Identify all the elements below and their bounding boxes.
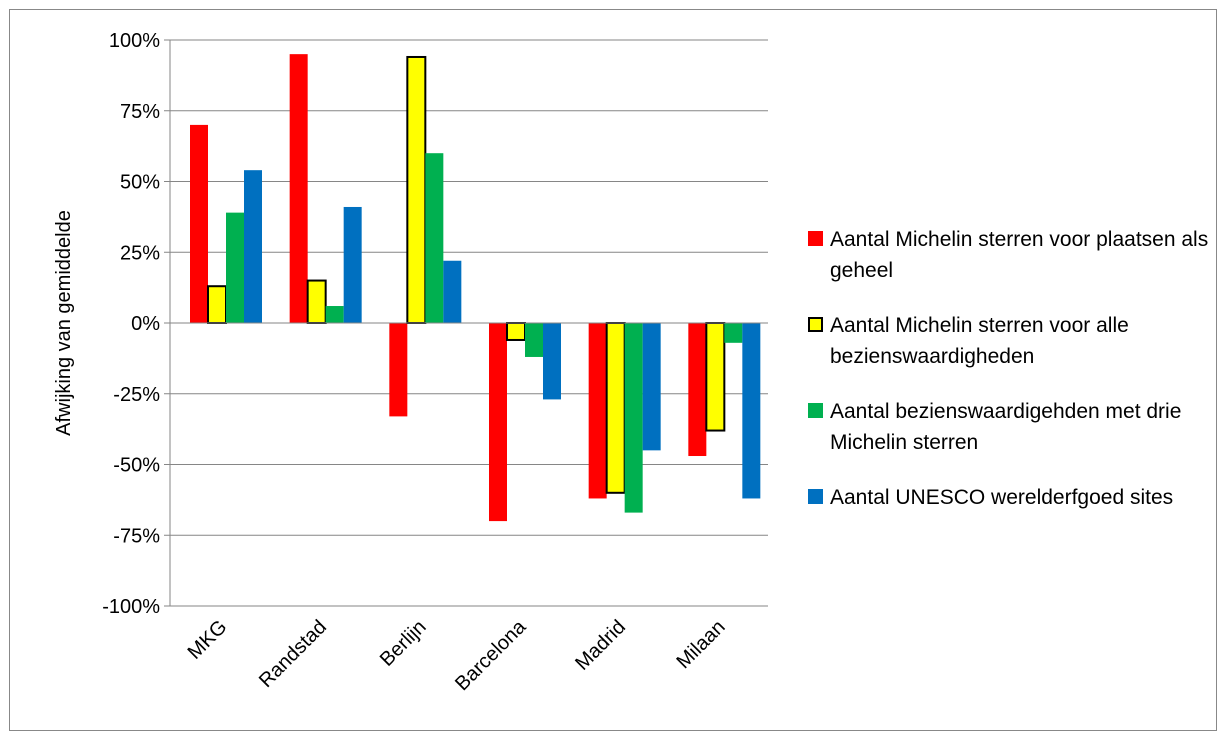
legend-swatch-yellow <box>808 317 823 332</box>
bar-berlijn-series-2 <box>406 55 427 324</box>
bar-milaan-series-3 <box>724 323 743 343</box>
x-tick-label: Randstad <box>255 616 331 692</box>
bar-berlijn-series-1 <box>389 323 408 417</box>
y-tick-label: -50% <box>113 455 160 477</box>
bar-barcelona-series-2 <box>506 322 526 341</box>
y-tick-label: 100% <box>109 30 160 52</box>
bar-milaan-series-1 <box>688 323 707 457</box>
bar-mkg-series-1 <box>190 124 208 324</box>
bar-mkg-series-3 <box>226 212 244 323</box>
legend-swatch-green <box>808 403 823 418</box>
legend-label: Aantal Michelin sterren voor alle bezien… <box>830 314 1129 368</box>
x-tick-label: Milaan <box>672 616 729 673</box>
legend-label: Aantal Michelin sterren voor plaatsen al… <box>830 228 1209 282</box>
bar-madrid-series-3 <box>624 323 643 513</box>
bar-mkg-series-4 <box>244 170 262 323</box>
bar-randstad-series-1 <box>289 54 308 324</box>
bar-randstad-series-2 <box>306 279 327 324</box>
bar-milaan-series-4 <box>742 323 761 499</box>
bar-barcelona-series-3 <box>525 323 543 357</box>
legend-swatch-blue <box>808 489 823 504</box>
x-tick-label: Barcelona <box>451 615 531 695</box>
bar-barcelona-series-4 <box>543 323 561 400</box>
bar-madrid-series-2 <box>605 322 626 494</box>
legend-swatch-red <box>808 231 823 246</box>
y-tick-label: 0% <box>131 313 160 335</box>
legend-item-series-1: Aantal Michelin sterren voor plaatsen al… <box>808 224 1218 286</box>
y-tick-label: 75% <box>120 101 160 123</box>
bar-berlijn-series-3 <box>425 153 444 323</box>
bar-randstad-series-3 <box>325 306 344 323</box>
y-tick-label: 50% <box>120 172 160 194</box>
legend-item-series-3: Aantal bezienswaardigehden met drie Mich… <box>808 396 1218 458</box>
y-tick-label: 25% <box>120 242 160 264</box>
y-tick-label: -75% <box>113 525 160 547</box>
legend: Aantal Michelin sterren voor plaatsen al… <box>808 224 1218 537</box>
y-tick-label: -100% <box>102 596 160 618</box>
y-tick-label: -25% <box>113 384 160 406</box>
legend-item-series-2: Aantal Michelin sterren voor alle bezien… <box>808 310 1218 372</box>
bar-randstad-series-4 <box>343 206 362 323</box>
x-tick-label: MKG <box>184 616 232 664</box>
bar-milaan-series-2 <box>705 322 726 432</box>
x-tick-label: Madrid <box>571 616 630 675</box>
bar-barcelona-series-1 <box>489 323 507 522</box>
x-tick-label: Berlijn <box>376 616 431 671</box>
bar-madrid-series-1 <box>588 323 607 499</box>
bar-berlijn-series-4 <box>443 260 462 323</box>
y-axis-label: Afwijking van gemiddelde <box>53 210 75 436</box>
bar-madrid-series-4 <box>642 323 661 451</box>
legend-label: Aantal bezienswaardigehden met drie Mich… <box>830 400 1182 454</box>
bar-mkg-series-2 <box>207 285 227 324</box>
legend-label: Aantal UNESCO werelderfgoed sites <box>830 486 1174 509</box>
legend-item-series-4: Aantal UNESCO werelderfgoed sites <box>808 482 1218 513</box>
